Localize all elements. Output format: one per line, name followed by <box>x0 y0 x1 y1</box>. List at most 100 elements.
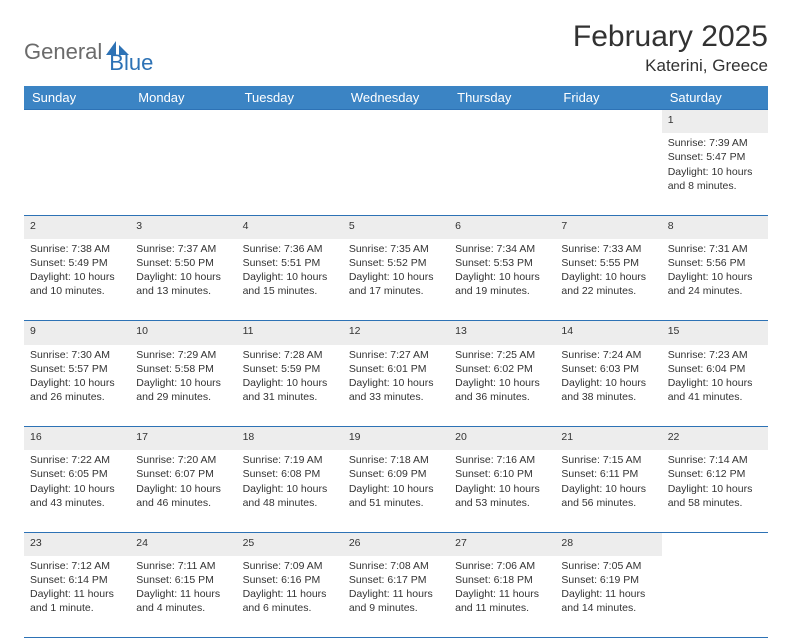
day-number-cell: 20 <box>449 427 555 451</box>
day-number-cell: 16 <box>24 427 130 451</box>
day-number-cell <box>24 110 130 134</box>
calendar-day-cell <box>24 133 130 215</box>
sunset-line: Sunset: 5:56 PM <box>668 256 762 270</box>
daylight-line1: Daylight: 10 hours <box>136 376 230 390</box>
calendar-day-cell: Sunrise: 7:23 AMSunset: 6:04 PMDaylight:… <box>662 345 768 427</box>
calendar-day-cell: Sunrise: 7:34 AMSunset: 5:53 PMDaylight:… <box>449 239 555 321</box>
weekday-head: Friday <box>555 86 661 110</box>
daylight-line2: and 6 minutes. <box>243 601 337 615</box>
daylight-line1: Daylight: 10 hours <box>349 482 443 496</box>
daylight-line1: Daylight: 10 hours <box>455 270 549 284</box>
calendar-day-cell: Sunrise: 7:37 AMSunset: 5:50 PMDaylight:… <box>130 239 236 321</box>
calendar-day-cell: Sunrise: 7:31 AMSunset: 5:56 PMDaylight:… <box>662 239 768 321</box>
daylight-line2: and 13 minutes. <box>136 284 230 298</box>
sunrise-line: Sunrise: 7:23 AM <box>668 348 762 362</box>
day-number-cell: 6 <box>449 215 555 239</box>
sunset-line: Sunset: 6:04 PM <box>668 362 762 376</box>
location-label: Katerini, Greece <box>573 56 768 76</box>
calendar-day-cell: Sunrise: 7:30 AMSunset: 5:57 PMDaylight:… <box>24 345 130 427</box>
calendar-day-cell <box>237 133 343 215</box>
daylight-line1: Daylight: 10 hours <box>243 482 337 496</box>
daylight-line2: and 43 minutes. <box>30 496 124 510</box>
weekday-head: Monday <box>130 86 236 110</box>
calendar-day-cell: Sunrise: 7:39 AMSunset: 5:47 PMDaylight:… <box>662 133 768 215</box>
daylight-line1: Daylight: 10 hours <box>561 376 655 390</box>
daylight-line1: Daylight: 10 hours <box>455 482 549 496</box>
sunset-line: Sunset: 6:07 PM <box>136 467 230 481</box>
sunrise-line: Sunrise: 7:11 AM <box>136 559 230 573</box>
sunrise-line: Sunrise: 7:24 AM <box>561 348 655 362</box>
weekday-head: Thursday <box>449 86 555 110</box>
weekday-head: Tuesday <box>237 86 343 110</box>
sunset-line: Sunset: 6:09 PM <box>349 467 443 481</box>
day-number-cell: 12 <box>343 321 449 345</box>
day-number-cell <box>555 110 661 134</box>
day-number-cell: 21 <box>555 427 661 451</box>
daylight-line2: and 29 minutes. <box>136 390 230 404</box>
day-number-cell: 24 <box>130 532 236 556</box>
daylight-line2: and 36 minutes. <box>455 390 549 404</box>
calendar-day-cell: Sunrise: 7:27 AMSunset: 6:01 PMDaylight:… <box>343 345 449 427</box>
day-number-cell: 23 <box>24 532 130 556</box>
sunrise-line: Sunrise: 7:35 AM <box>349 242 443 256</box>
day-number-cell: 3 <box>130 215 236 239</box>
calendar-day-cell: Sunrise: 7:20 AMSunset: 6:07 PMDaylight:… <box>130 450 236 532</box>
daylight-line1: Daylight: 10 hours <box>136 482 230 496</box>
logo-triangle2-icon <box>119 45 129 55</box>
day-number-cell: 13 <box>449 321 555 345</box>
sunset-line: Sunset: 5:55 PM <box>561 256 655 270</box>
sunrise-line: Sunrise: 7:30 AM <box>30 348 124 362</box>
daylight-line1: Daylight: 10 hours <box>30 376 124 390</box>
calendar-day-cell: Sunrise: 7:35 AMSunset: 5:52 PMDaylight:… <box>343 239 449 321</box>
daynum-row: 9101112131415 <box>24 321 768 345</box>
calendar-day-cell <box>343 133 449 215</box>
day-number-cell <box>449 110 555 134</box>
day-number-cell: 15 <box>662 321 768 345</box>
daylight-line1: Daylight: 10 hours <box>668 165 762 179</box>
day-number-cell: 10 <box>130 321 236 345</box>
sunset-line: Sunset: 5:53 PM <box>455 256 549 270</box>
calendar-day-cell <box>662 556 768 638</box>
sunrise-line: Sunrise: 7:33 AM <box>561 242 655 256</box>
daylight-line2: and 38 minutes. <box>561 390 655 404</box>
daylight-line2: and 9 minutes. <box>349 601 443 615</box>
sunset-line: Sunset: 6:01 PM <box>349 362 443 376</box>
weekday-head: Saturday <box>662 86 768 110</box>
daylight-line1: Daylight: 10 hours <box>30 270 124 284</box>
sunrise-line: Sunrise: 7:09 AM <box>243 559 337 573</box>
sunset-line: Sunset: 6:03 PM <box>561 362 655 376</box>
day-number-cell: 1 <box>662 110 768 134</box>
daylight-line2: and 11 minutes. <box>455 601 549 615</box>
sunset-line: Sunset: 6:08 PM <box>243 467 337 481</box>
calendar-day-cell: Sunrise: 7:22 AMSunset: 6:05 PMDaylight:… <box>24 450 130 532</box>
calendar-week-row: Sunrise: 7:30 AMSunset: 5:57 PMDaylight:… <box>24 345 768 427</box>
daylight-line1: Daylight: 10 hours <box>668 376 762 390</box>
sunset-line: Sunset: 6:19 PM <box>561 573 655 587</box>
sunset-line: Sunset: 5:52 PM <box>349 256 443 270</box>
sunset-line: Sunset: 5:47 PM <box>668 150 762 164</box>
day-number-cell: 5 <box>343 215 449 239</box>
day-number-cell <box>662 532 768 556</box>
daylight-line2: and 53 minutes. <box>455 496 549 510</box>
title-block: February 2025 Katerini, Greece <box>573 20 768 76</box>
daylight-line2: and 58 minutes. <box>668 496 762 510</box>
sunset-line: Sunset: 6:05 PM <box>30 467 124 481</box>
calendar-week-row: Sunrise: 7:39 AMSunset: 5:47 PMDaylight:… <box>24 133 768 215</box>
calendar-day-cell: Sunrise: 7:29 AMSunset: 5:58 PMDaylight:… <box>130 345 236 427</box>
day-number-cell: 27 <box>449 532 555 556</box>
daylight-line2: and 17 minutes. <box>349 284 443 298</box>
daynum-row: 2345678 <box>24 215 768 239</box>
day-number-cell: 17 <box>130 427 236 451</box>
day-number-cell <box>237 110 343 134</box>
daylight-line2: and 26 minutes. <box>30 390 124 404</box>
calendar-body: 1Sunrise: 7:39 AMSunset: 5:47 PMDaylight… <box>24 110 768 638</box>
calendar-day-cell: Sunrise: 7:38 AMSunset: 5:49 PMDaylight:… <box>24 239 130 321</box>
daylight-line1: Daylight: 11 hours <box>455 587 549 601</box>
day-number-cell: 8 <box>662 215 768 239</box>
sunrise-line: Sunrise: 7:31 AM <box>668 242 762 256</box>
sunrise-line: Sunrise: 7:14 AM <box>668 453 762 467</box>
sunrise-line: Sunrise: 7:15 AM <box>561 453 655 467</box>
sunrise-line: Sunrise: 7:27 AM <box>349 348 443 362</box>
calendar-day-cell: Sunrise: 7:15 AMSunset: 6:11 PMDaylight:… <box>555 450 661 532</box>
sunrise-line: Sunrise: 7:08 AM <box>349 559 443 573</box>
